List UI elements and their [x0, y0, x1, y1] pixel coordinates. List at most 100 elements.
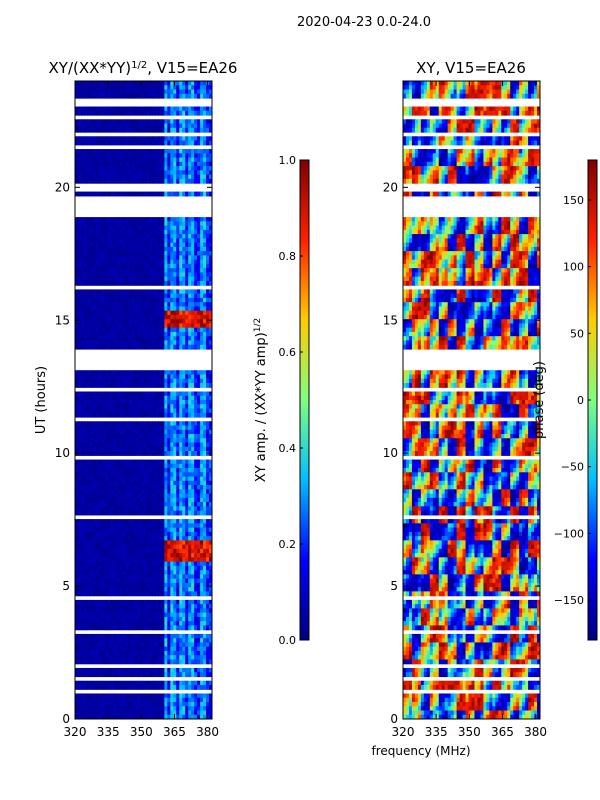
amplitude-heatmap-cell: [185, 140, 189, 146]
amplitude-heatmap-cell: [161, 157, 165, 163]
amplitude-heatmap-cell: [176, 378, 180, 384]
amplitude-heatmap-cell: [152, 557, 157, 563]
amplitude-heatmap-cell: [80, 587, 85, 592]
amplitude-heatmap-cell: [89, 604, 94, 610]
amplitude-heatmap-cell: [143, 438, 148, 444]
amplitude-heatmap-cell: [119, 297, 124, 303]
amplitude-heatmap-cell: [104, 548, 109, 554]
amplitude-heatmap-cell: [152, 463, 157, 469]
amplitude-heatmap-cell: [164, 263, 168, 269]
amplitude-heatmap-cell: [194, 434, 198, 439]
amplitude-heatmap-cell: [98, 446, 103, 452]
amplitude-heatmap-cell: [164, 472, 168, 478]
amplitude-heatmap-cell: [86, 374, 91, 380]
amplitude-heatmap-cell: [143, 319, 148, 325]
amplitude-heatmap-cell: [110, 238, 115, 244]
amplitude-heatmap-cell: [119, 468, 124, 473]
amplitude-heatmap-cell: [176, 404, 180, 410]
amplitude-heatmap-cell: [116, 574, 121, 580]
amplitude-heatmap-cell: [137, 174, 142, 180]
amplitude-heatmap-cell: [209, 93, 212, 99]
amplitude-heatmap-cell: [80, 616, 85, 622]
amplitude-heatmap-cell: [209, 302, 212, 308]
amplitude-heatmap-cell: [83, 382, 88, 388]
amplitude-heatmap-cell: [101, 251, 106, 256]
amplitude-heatmap-cell: [149, 421, 154, 427]
amplitude-heatmap-cell: [113, 493, 118, 499]
amplitude-heatmap-cell: [95, 540, 100, 546]
amplitude-heatmap-cell: [161, 106, 165, 112]
amplitude-heatmap-cell: [173, 280, 177, 286]
amplitude-heatmap-cell: [110, 395, 115, 401]
amplitude-heatmap-cell: [173, 425, 177, 431]
amplitude-heatmap-cell: [149, 310, 154, 316]
amplitude-heatmap-cell: [143, 268, 148, 273]
amplitude-heatmap-cell: [113, 633, 118, 639]
amplitude-heatmap-cell: [182, 89, 186, 95]
amplitude-heatmap-cell: [170, 633, 174, 639]
amplitude-heatmap-cell: [131, 234, 136, 239]
amplitude-heatmap-cell: [170, 136, 174, 142]
amplitude-heatmap-cell: [164, 306, 168, 312]
amplitude-heatmap-cell: [152, 302, 157, 308]
amplitude-heatmap-cell: [158, 638, 162, 644]
amplitude-heatmap-cell: [119, 565, 124, 571]
amplitude-heatmap-cell: [185, 582, 189, 588]
amplitude-heatmap-cell: [101, 319, 106, 325]
amplitude-heatmap-cell: [89, 442, 94, 448]
amplitude-heatmap-cell: [155, 506, 159, 512]
amplitude-heatmap-cell: [75, 174, 79, 180]
amplitude-heatmap-cell: [92, 106, 97, 112]
amplitude-heatmap-cell: [158, 527, 162, 533]
amplitude-heatmap-cell: [152, 336, 157, 342]
amplitude-heatmap-cell: [161, 191, 165, 197]
amplitude-heatmap-cell: [185, 106, 189, 112]
amplitude-heatmap-cell: [176, 85, 180, 91]
amplitude-heatmap-cell: [107, 140, 112, 146]
amplitude-heatmap-cell: [203, 242, 207, 248]
amplitude-heatmap-cell: [80, 93, 85, 99]
amplitude-heatmap-cell: [179, 319, 183, 325]
amplitude-heatmap-cell: [191, 548, 195, 554]
amplitude-heatmap-cell: [92, 289, 97, 295]
amplitude-heatmap-cell: [89, 493, 94, 499]
amplitude-heatmap-cell: [188, 221, 192, 227]
amplitude-heatmap-cell: [119, 451, 124, 456]
amplitude-heatmap-cell: [107, 370, 112, 376]
amplitude-heatmap-cell: [119, 319, 124, 325]
amplitude-heatmap-cell: [152, 446, 157, 452]
amplitude-heatmap-cell: [185, 149, 189, 154]
amplitude-heatmap-cell: [146, 591, 151, 597]
amplitude-heatmap-cell: [155, 472, 159, 478]
amplitude-heatmap-cell: [119, 536, 124, 541]
amplitude-heatmap-cell: [122, 149, 127, 154]
amplitude-heatmap-cell: [167, 633, 171, 639]
amplitude-heatmap-cell: [110, 166, 115, 171]
amplitude-heatmap-cell: [149, 314, 154, 320]
amplitude-heatmap-cell: [77, 472, 82, 478]
amplitude-heatmap-cell: [179, 523, 183, 529]
amplitude-heatmap-cell: [113, 489, 118, 495]
amplitude-heatmap-cell: [119, 302, 124, 308]
amplitude-heatmap-cell: [176, 553, 180, 558]
amplitude-heatmap-cell: [203, 506, 207, 512]
amplitude-heatmap-cell: [116, 561, 121, 567]
amplitude-heatmap-cell: [125, 170, 130, 176]
amplitude-heatmap-cell: [203, 234, 207, 239]
amplitude-heatmap-cell: [110, 174, 115, 180]
amplitude-heatmap-cell: [113, 340, 118, 346]
amplitude-heatmap-cell: [185, 404, 189, 410]
amplitude-heatmap-cell: [149, 472, 154, 478]
amplitude-heatmap-cell: [113, 140, 118, 146]
amplitude-heatmap-cell: [95, 412, 100, 418]
amplitude-heatmap-cell: [167, 136, 171, 142]
amplitude-heatmap-cell: [203, 425, 207, 431]
amplitude-heatmap-cell: [128, 157, 133, 163]
amplitude-heatmap-cell: [200, 476, 204, 482]
amplitude-heatmap-cell: [161, 391, 165, 397]
amplitude-heatmap-cell: [173, 502, 177, 507]
amplitude-heatmap-cell: [158, 382, 162, 388]
amplitude-heatmap-cell: [182, 527, 186, 533]
amplitude-heatmap-cell: [134, 536, 139, 541]
amplitude-heatmap-cell: [92, 480, 97, 486]
